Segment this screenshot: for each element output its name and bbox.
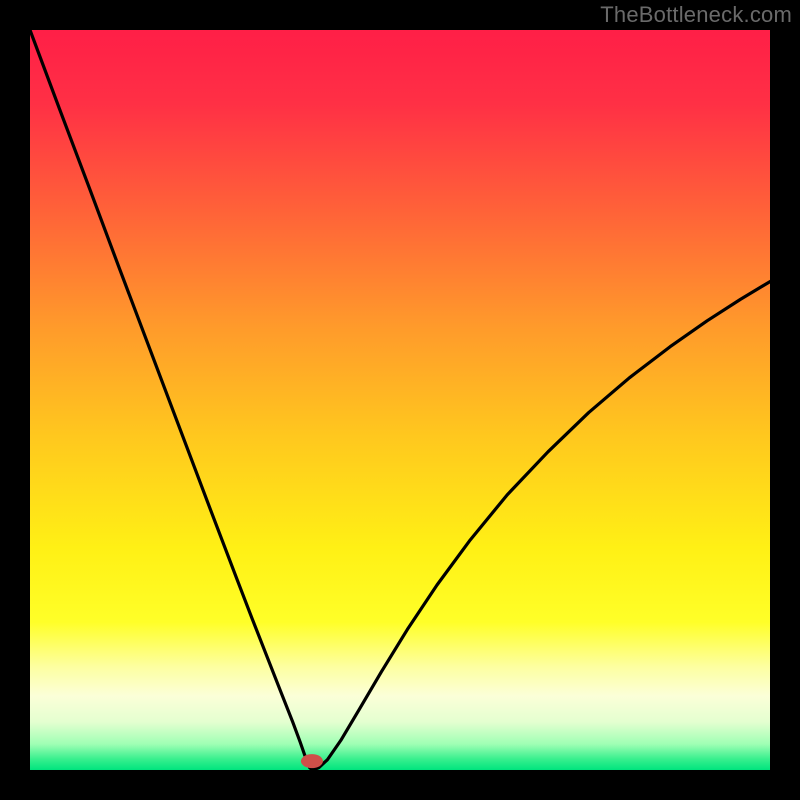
- plot-svg: [30, 30, 770, 770]
- plot-area: [30, 30, 770, 770]
- optimal-marker: [301, 754, 323, 768]
- gradient-background: [30, 30, 770, 770]
- chart-frame: TheBottleneck.com: [0, 0, 800, 800]
- watermark-text: TheBottleneck.com: [600, 2, 792, 28]
